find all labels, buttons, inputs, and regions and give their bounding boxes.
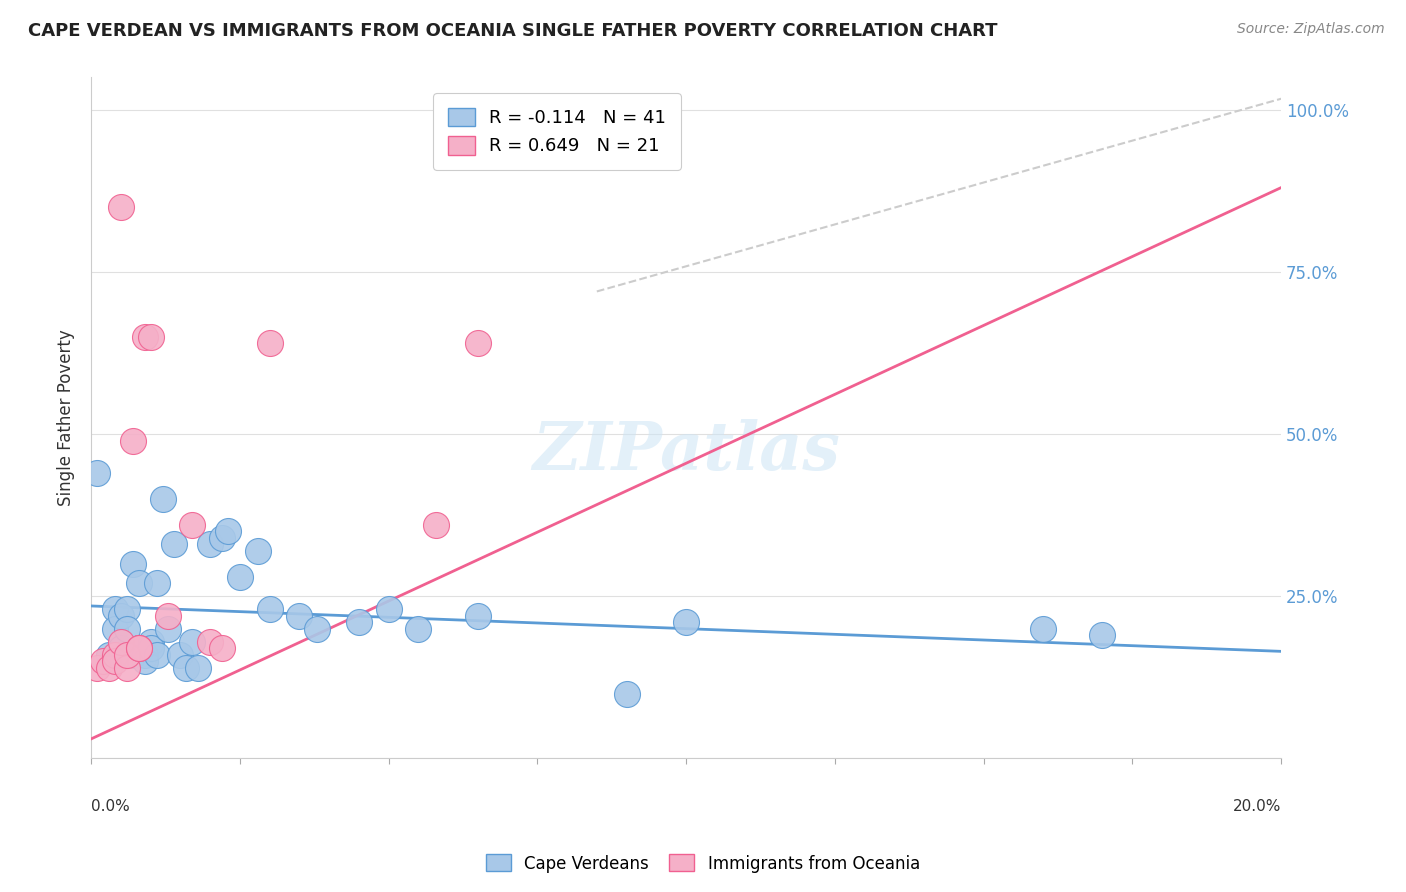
Point — [288, 608, 311, 623]
Point — [110, 634, 132, 648]
Point — [157, 608, 180, 623]
Point — [104, 602, 127, 616]
Point — [198, 537, 221, 551]
Point — [211, 531, 233, 545]
Point — [347, 615, 370, 629]
Point — [675, 615, 697, 629]
Point — [115, 602, 138, 616]
Y-axis label: Single Father Poverty: Single Father Poverty — [58, 329, 75, 507]
Point — [169, 648, 191, 662]
Point — [246, 544, 269, 558]
Point — [157, 622, 180, 636]
Point — [110, 608, 132, 623]
Text: CAPE VERDEAN VS IMMIGRANTS FROM OCEANIA SINGLE FATHER POVERTY CORRELATION CHART: CAPE VERDEAN VS IMMIGRANTS FROM OCEANIA … — [28, 22, 998, 40]
Point — [217, 524, 239, 539]
Point — [139, 330, 162, 344]
Legend: R = -0.114   N = 41, R = 0.649   N = 21: R = -0.114 N = 41, R = 0.649 N = 21 — [433, 94, 681, 169]
Point — [181, 634, 204, 648]
Point — [86, 660, 108, 674]
Point — [152, 491, 174, 506]
Point — [259, 336, 281, 351]
Text: ZIPatlas: ZIPatlas — [531, 419, 839, 484]
Text: Source: ZipAtlas.com: Source: ZipAtlas.com — [1237, 22, 1385, 37]
Point — [181, 517, 204, 532]
Point — [145, 576, 167, 591]
Point — [121, 648, 143, 662]
Point — [467, 608, 489, 623]
Point — [104, 648, 127, 662]
Point — [1091, 628, 1114, 642]
Point — [229, 570, 252, 584]
Point — [121, 557, 143, 571]
Point — [128, 641, 150, 656]
Point — [425, 517, 447, 532]
Point — [86, 466, 108, 480]
Point — [139, 634, 162, 648]
Point — [163, 537, 186, 551]
Point — [211, 641, 233, 656]
Point — [91, 654, 114, 668]
Point — [616, 686, 638, 700]
Point — [98, 660, 121, 674]
Point — [115, 648, 138, 662]
Point — [139, 641, 162, 656]
Point — [121, 434, 143, 448]
Point — [115, 622, 138, 636]
Point — [198, 634, 221, 648]
Point — [110, 641, 132, 656]
Point — [110, 200, 132, 214]
Point — [128, 576, 150, 591]
Point — [145, 648, 167, 662]
Point — [1032, 622, 1054, 636]
Point — [134, 648, 156, 662]
Point — [115, 660, 138, 674]
Point — [104, 654, 127, 668]
Point — [176, 660, 198, 674]
Point — [187, 660, 209, 674]
Point — [467, 336, 489, 351]
Point — [259, 602, 281, 616]
Point — [408, 622, 430, 636]
Text: 20.0%: 20.0% — [1233, 799, 1281, 814]
Legend: Cape Verdeans, Immigrants from Oceania: Cape Verdeans, Immigrants from Oceania — [479, 847, 927, 880]
Point — [307, 622, 329, 636]
Text: 0.0%: 0.0% — [91, 799, 129, 814]
Point — [377, 602, 399, 616]
Point — [98, 648, 121, 662]
Point — [134, 330, 156, 344]
Point — [104, 622, 127, 636]
Point — [128, 641, 150, 656]
Point — [128, 641, 150, 656]
Point — [134, 654, 156, 668]
